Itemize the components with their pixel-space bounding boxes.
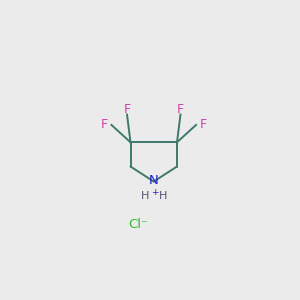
Text: N: N — [149, 174, 159, 187]
Text: +: + — [151, 188, 158, 197]
Text: H: H — [141, 191, 149, 201]
Text: F: F — [176, 103, 184, 116]
Text: F: F — [124, 103, 131, 116]
Text: F: F — [200, 118, 207, 131]
Text: F: F — [101, 118, 108, 131]
Text: H: H — [158, 191, 167, 201]
Text: Cl⁻: Cl⁻ — [129, 218, 148, 231]
